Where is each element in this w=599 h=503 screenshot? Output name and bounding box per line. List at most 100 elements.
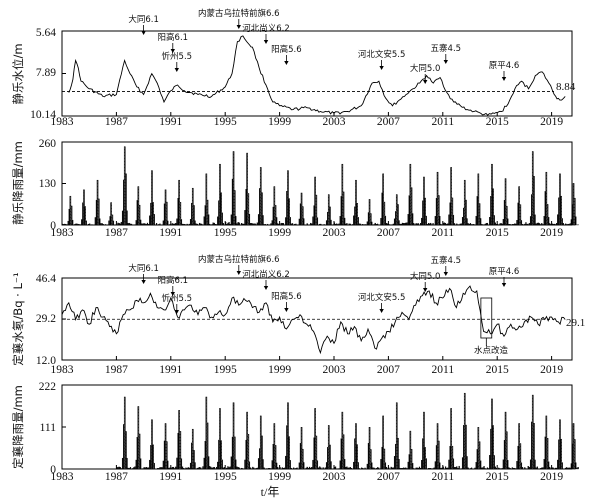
rain-bar <box>288 436 290 470</box>
annotation-arrowhead <box>379 66 384 70</box>
rain-bar <box>244 459 246 470</box>
earthquake-annotation: 河北尚义6.2 <box>242 23 290 34</box>
rain-bar <box>467 467 469 470</box>
rain-bar <box>194 220 196 226</box>
y-tick-label: 260 <box>39 138 57 150</box>
rain-bar <box>537 222 540 226</box>
rain-bar <box>197 467 200 470</box>
rain-bar <box>444 466 447 470</box>
rain-bar <box>458 465 460 470</box>
rain-bar <box>251 223 253 226</box>
rain-bar <box>452 214 455 226</box>
rain-bar <box>550 468 552 470</box>
rain-bar <box>238 467 240 470</box>
rain-bar <box>576 467 578 470</box>
rain-bar <box>495 224 498 226</box>
rain-bar <box>165 201 168 226</box>
rain-bar <box>417 467 419 470</box>
rain-bar <box>401 468 404 470</box>
rain-bar <box>249 223 252 226</box>
rain-bar <box>378 467 380 470</box>
rain-bar <box>252 466 254 470</box>
rain-bar <box>306 466 308 470</box>
rain-bar <box>162 460 164 470</box>
rain-bar <box>460 468 462 470</box>
rain-bar <box>191 187 194 226</box>
rain-bar <box>288 198 290 226</box>
rain-bar <box>425 458 427 470</box>
rain-bar <box>540 224 542 226</box>
rain-bar <box>567 223 569 226</box>
rain-bar <box>417 223 419 226</box>
rain-bar <box>160 467 162 470</box>
rain-bar <box>482 467 484 470</box>
rain-bar <box>444 222 447 226</box>
rain-bar <box>206 199 209 226</box>
rain-bar <box>478 203 481 226</box>
rain-bar <box>236 466 238 470</box>
x-tick-label: 2007 <box>377 116 400 128</box>
x-tick-label: 2019 <box>540 227 563 239</box>
rain-bar <box>404 467 406 470</box>
rain-bar <box>357 217 359 226</box>
rain-bar <box>128 468 130 470</box>
rain-bar <box>248 213 251 226</box>
earthquake-annotation: 大同5.0 <box>410 271 441 282</box>
rain-bar <box>271 460 273 470</box>
rain-bar <box>407 461 409 470</box>
rain-bar <box>149 459 151 470</box>
annotation-arrowhead <box>443 60 448 64</box>
rain-bar <box>500 223 502 226</box>
rain-bar <box>120 468 122 470</box>
rain-bar <box>147 224 150 226</box>
rain-bar <box>242 468 244 470</box>
rain-bar <box>481 224 483 226</box>
rain-bar <box>269 468 271 470</box>
rain-bar <box>174 223 176 226</box>
rain-bar <box>384 462 387 470</box>
rain-bar <box>263 467 265 470</box>
rain-bar <box>153 214 155 226</box>
rain-bar <box>498 467 500 470</box>
rain-bar <box>180 458 183 470</box>
rain-bar <box>336 223 338 226</box>
rain-bar <box>104 224 107 226</box>
rain-bar <box>303 462 305 470</box>
rain-bar <box>534 459 536 470</box>
rain-bar <box>509 468 511 470</box>
rain-bar <box>419 467 422 470</box>
rain-bar <box>333 222 336 226</box>
x-tick-label: 1983 <box>51 227 74 239</box>
rain-bar <box>543 216 545 226</box>
earthquake-annotation: 内蒙古乌拉特前旗6.6 <box>198 8 280 19</box>
rain-bar <box>495 467 498 470</box>
rain-bar <box>555 223 558 226</box>
rain-bar <box>568 467 570 470</box>
y-tick-label: 130 <box>39 178 57 190</box>
rain-bar <box>527 466 529 470</box>
rain-bar <box>311 223 313 226</box>
rain-bar <box>147 467 150 470</box>
rain-bar <box>263 224 265 226</box>
rain-bar <box>226 224 228 226</box>
rain-bar <box>206 422 209 470</box>
rain-bar <box>170 224 172 226</box>
rain-bar <box>338 468 340 470</box>
x-tick-label: 1991 <box>159 227 182 239</box>
rain-bar <box>261 192 263 226</box>
rain-bar <box>373 467 375 470</box>
rain-bar <box>520 220 523 226</box>
x-tick-label: 1983 <box>51 364 74 376</box>
rain-bar <box>140 219 142 226</box>
rain-bar <box>285 217 287 226</box>
x-tick-labels: 1983 1987 1991 1995 1999 2003 2007 2011 2015 2019… <box>51 116 564 483</box>
earthquake-annotation: 忻州5.5 <box>162 293 193 304</box>
rain-bar <box>172 223 175 226</box>
annotation-arrowhead <box>236 271 241 275</box>
y-tick-label: 222 <box>39 381 57 393</box>
rain-bar <box>242 223 244 226</box>
rain-bar <box>383 448 386 470</box>
rain-bar <box>132 468 134 470</box>
annotation-arrowhead <box>263 40 269 44</box>
rain-bar <box>348 223 350 226</box>
